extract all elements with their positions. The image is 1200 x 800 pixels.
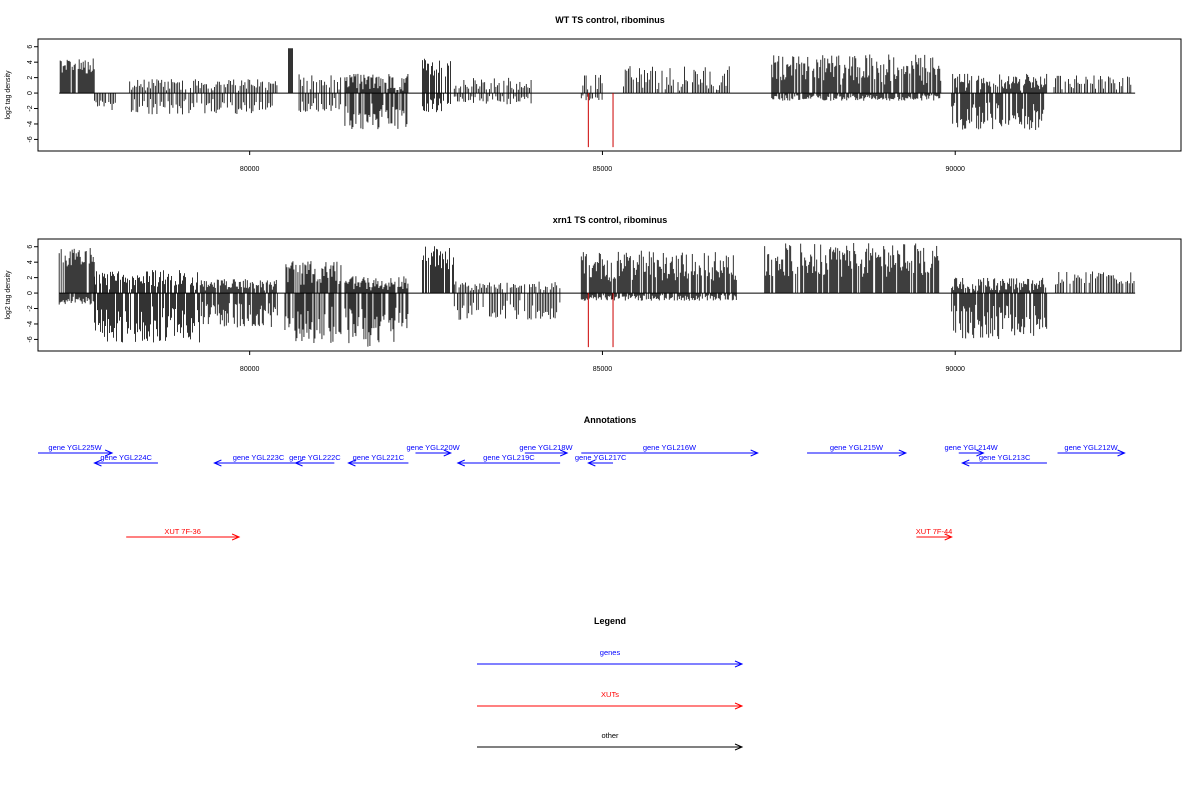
gene-label: gene YGL224C [100,453,152,462]
xrn1-track-panel: xrn1 TS control, ribominus -6 -4 -2 0 2 4 6 log2… [5,215,1181,373]
gene-label: gene YGL225W [48,443,102,452]
gene-label: gene YGL212W [1064,443,1118,452]
legend-label: other [601,731,619,740]
y-tick-label: -4 [27,321,34,327]
legend-item-genes: genes [477,648,742,667]
gene-label: gene YGL220W [406,443,460,452]
legend-panel: Legend genes XUTs other [477,616,742,750]
figure: WT TS control, ribominus -6 -4 -2 0 2 4 6 log2 t… [0,0,1200,800]
x-tick-label: 80000 [240,166,260,173]
y-tick-label: -2 [27,305,34,311]
y-tick-label: 4 [27,60,34,64]
legend-item-other: other [477,731,742,750]
legend-label: XUTs [601,690,619,699]
legend-label: genes [600,648,621,657]
x-tick-label: 85000 [593,166,613,173]
legend-title: Legend [594,616,626,626]
density-bars [59,243,1134,347]
gene-label: gene YGL215W [830,443,884,452]
panel-title: xrn1 TS control, ribominus [553,215,668,225]
y-tick-label: 2 [27,76,34,80]
y-axis-label: log2 tag density [5,270,12,320]
xut-label: XUT 7F-36 [164,527,201,536]
gene-label: gene YGL223C [233,453,285,462]
y-tick-label: -4 [27,121,34,127]
x-tick-label: 85000 [593,366,613,373]
y-tick-label: -2 [27,105,34,111]
y-tick-label: 6 [27,245,34,249]
panel-title: WT TS control, ribominus [555,15,665,25]
gene-label: gene YGL214W [944,443,998,452]
y-tick-label: -6 [27,336,34,342]
gene-label: gene YGL222C [289,453,341,462]
wt-track-panel: WT TS control, ribominus -6 -4 -2 0 2 4 6 log2 t… [5,15,1181,173]
y-tick-label: 0 [27,91,34,95]
gene-label: gene YGL216W [643,443,697,452]
gene-label: gene YGL221C [353,453,405,462]
y-tick-label: 0 [27,291,34,295]
x-tick-label: 90000 [945,166,965,173]
y-tick-label: 2 [27,276,34,280]
gene-label: gene YGL218W [519,443,573,452]
x-tick-label: 80000 [240,366,260,373]
legend-item-xuts: XUTs [477,690,742,709]
xut-label: XUT 7F-44 [916,527,953,536]
annotations-title: Annotations [584,415,637,425]
gene-label: gene YGL219C [483,453,535,462]
gene-label: gene YGL213C [979,453,1031,462]
y-tick-label: -6 [27,136,34,142]
density-bars [60,48,1131,130]
x-tick-label: 90000 [945,366,965,373]
y-axis-label: log2 tag density [5,70,12,120]
y-tick-label: 4 [27,260,34,264]
gene-label: gene YGL217C [575,453,627,462]
y-tick-label: 6 [27,45,34,49]
